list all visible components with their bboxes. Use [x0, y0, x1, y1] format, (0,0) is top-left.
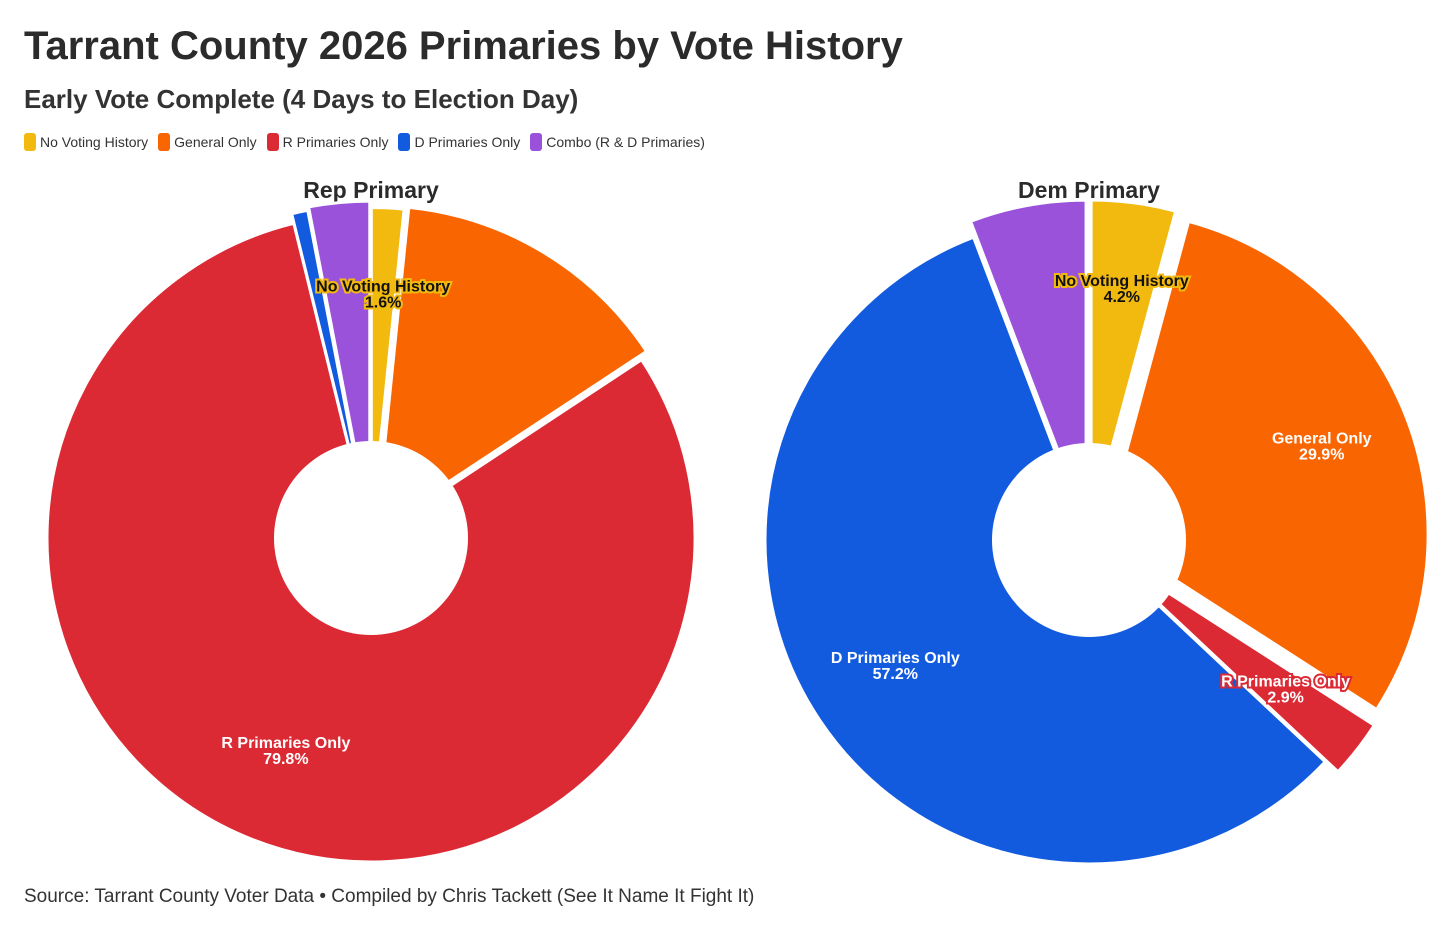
chart-title: Tarrant County 2026 Primaries by Vote Hi… [24, 24, 903, 68]
legend-swatch [530, 133, 543, 151]
slice-label: R Primaries Only [221, 735, 350, 752]
legend-label: No Voting History [40, 134, 149, 150]
slice-label: No Voting History [316, 279, 450, 296]
legend: No Voting History General Only R Primaries… [24, 133, 705, 151]
legend-swatch [398, 133, 411, 151]
donut-hole [274, 441, 468, 635]
legend-label: D Primaries Only [414, 134, 521, 150]
legend-item: No Voting History [24, 133, 148, 151]
donut-hole [992, 443, 1186, 637]
legend-swatch [24, 133, 36, 151]
legend-label: Combo (R & D Primaries) [546, 134, 705, 150]
source-note: Source: Tarrant County Voter Data • Comp… [24, 886, 755, 907]
chart-subtitle: Early Vote Complete (4 Days to Election … [24, 84, 579, 114]
legend-item: Combo (R & D Primaries) [530, 133, 705, 151]
slice-value: 57.2% [873, 666, 918, 683]
slice-value: 79.8% [263, 751, 308, 768]
legend-label: General Only [174, 134, 257, 150]
pie-slice [374, 205, 649, 532]
legend-item: R Primaries Only [266, 133, 389, 151]
pie-slice [969, 198, 1088, 526]
slice-label: No Voting History [1055, 273, 1189, 290]
slice-value: 29.9% [1299, 446, 1344, 463]
slice-label: R Primaries Only [1221, 673, 1350, 690]
pie-slice [1102, 219, 1430, 712]
pie-slice [1089, 198, 1178, 526]
slice-label: General Only [1272, 430, 1372, 447]
legend-item: General Only [158, 133, 257, 151]
slice-value: 1.6% [365, 295, 401, 312]
legend-swatch [158, 133, 171, 151]
pie-title: Dem Primary [1018, 177, 1160, 203]
slice-value: 2.9% [1267, 689, 1303, 706]
pie-title: Rep Primary [303, 177, 439, 203]
legend-item: D Primaries Only [398, 133, 520, 151]
legend-swatch [266, 133, 279, 151]
slice-value: 4.2% [1104, 289, 1140, 306]
slice-label: D Primaries Only [831, 650, 960, 667]
legend-label: R Primaries Only [282, 134, 389, 150]
pie-slice [1100, 548, 1376, 774]
